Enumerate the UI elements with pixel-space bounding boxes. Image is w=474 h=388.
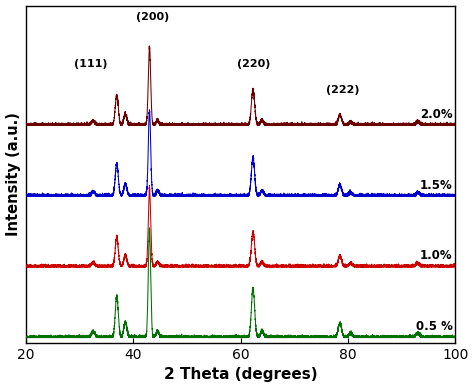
Text: 1.0%: 1.0% [420,249,453,262]
Y-axis label: Intensity (a.u.): Intensity (a.u.) [6,113,20,236]
Text: 0.5 %: 0.5 % [416,320,453,333]
Text: (222): (222) [326,85,359,95]
Text: (220): (220) [237,59,271,69]
Text: (200): (200) [136,12,169,22]
X-axis label: 2 Theta (degrees): 2 Theta (degrees) [164,367,318,383]
Text: 2.0%: 2.0% [420,108,453,121]
Text: (111): (111) [74,59,107,69]
Text: 1.5%: 1.5% [420,179,453,192]
